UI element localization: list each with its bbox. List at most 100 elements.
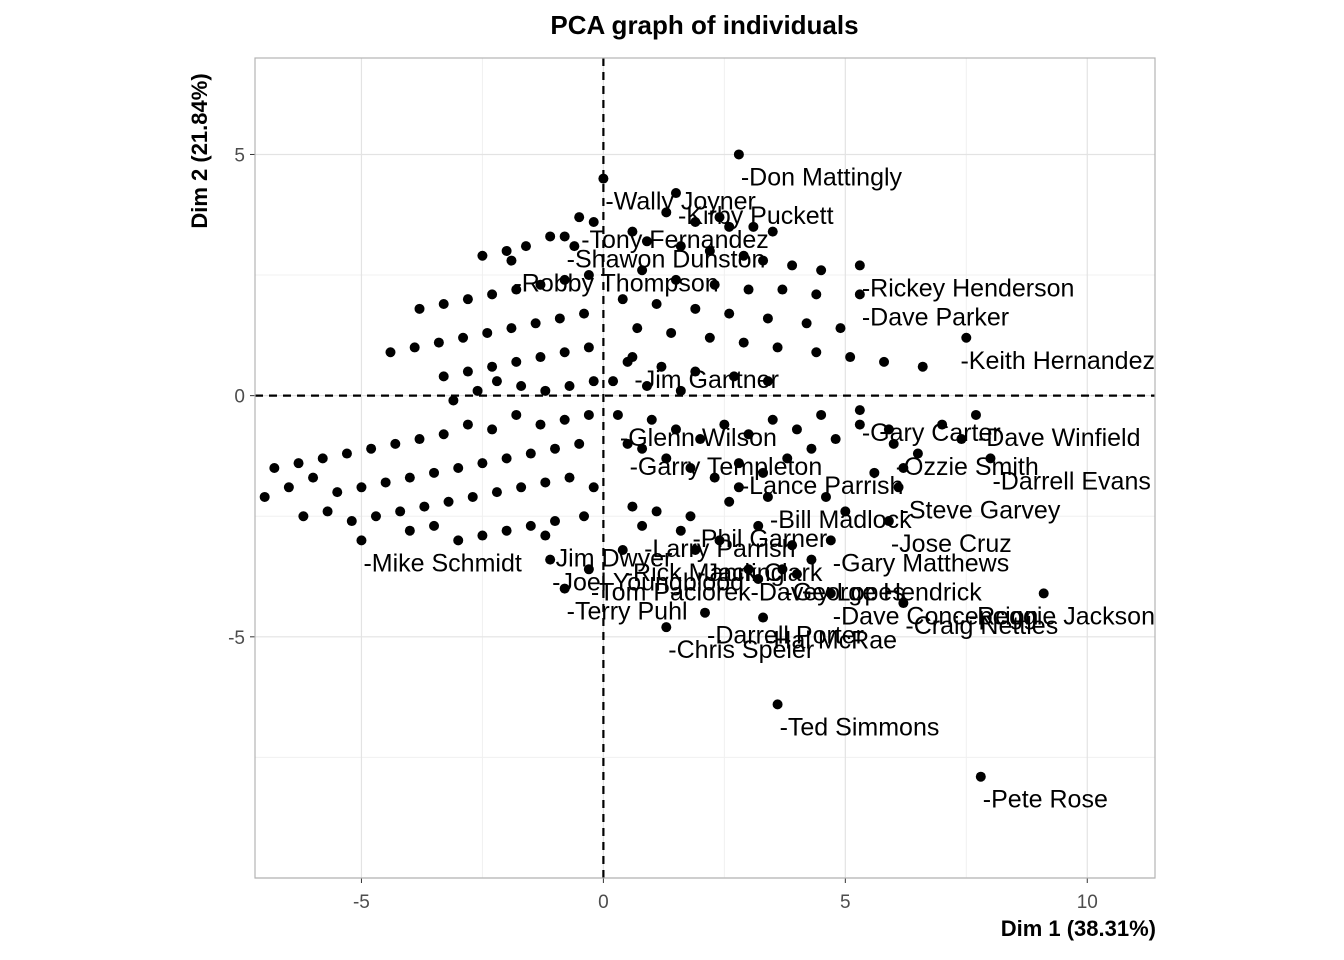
data-point [806, 443, 817, 454]
data-point [646, 414, 657, 425]
data-point [791, 424, 802, 435]
data-point [579, 511, 590, 522]
point-label: -Darrell Evans [992, 467, 1150, 495]
data-point [970, 409, 981, 420]
data-point [733, 482, 744, 493]
data-point [612, 409, 623, 420]
data-point [917, 361, 928, 372]
point-label: -Jim Dwyer [547, 545, 672, 573]
data-point [627, 501, 638, 512]
data-point [259, 491, 270, 502]
point-label: -Chris Speier [668, 636, 814, 664]
data-point [816, 265, 827, 276]
data-point [835, 323, 846, 334]
point-label: -Pete Rose [983, 786, 1108, 814]
point-label: -Gary Matthews [833, 549, 1009, 577]
data-point [366, 443, 377, 454]
data-point [985, 453, 996, 464]
data-point [704, 332, 715, 343]
data-point [583, 342, 594, 353]
data-point [341, 448, 352, 459]
data-point [598, 173, 609, 184]
data-point [404, 472, 415, 483]
data-point [298, 511, 309, 522]
data-point [487, 424, 498, 435]
data-point [438, 429, 449, 440]
data-point [690, 217, 701, 227]
data-point [429, 467, 440, 478]
data-point [869, 467, 880, 478]
data-point [438, 371, 449, 382]
point-label: -Keith Hernandez [960, 347, 1155, 375]
axis-ticks: -5 0 5 10 5 0 -5 [228, 145, 1098, 913]
data-point [419, 501, 430, 512]
data-point [738, 250, 749, 261]
data-point [912, 448, 923, 459]
data-point [670, 424, 681, 435]
chart-title: PCA graph of individuals [550, 10, 859, 40]
data-point [535, 279, 546, 290]
data-point [772, 342, 783, 353]
point-label: -Rickey Henderson [862, 274, 1075, 302]
data-point [685, 511, 696, 522]
data-point [414, 303, 425, 314]
data-point [777, 284, 788, 295]
data-point [550, 443, 560, 454]
point-label: -Ozzie Smith [896, 453, 1039, 481]
data-point [961, 332, 972, 343]
data-point [491, 376, 502, 387]
data-point [661, 207, 672, 218]
data-point [491, 487, 502, 498]
point-label: -Reggie Jackson [969, 602, 1155, 630]
data-point [293, 458, 304, 469]
data-point [724, 308, 735, 319]
data-point [385, 347, 396, 358]
data-point [627, 352, 638, 363]
data-point [332, 487, 343, 498]
data-point [762, 313, 773, 324]
point-label: -Jim Gantner [634, 366, 778, 394]
data-point [825, 535, 836, 546]
data-point [661, 622, 672, 633]
data-point [559, 231, 570, 242]
data-point [724, 221, 735, 232]
point-label: -Tom Paciorek [591, 578, 751, 606]
point-label: -Dave Parker [862, 303, 1009, 331]
point-label: -Wally Joyner [605, 188, 756, 216]
data-point [675, 241, 686, 252]
data-point [579, 308, 590, 319]
data-point [738, 337, 749, 348]
point-label: -Lance Parrish [741, 472, 904, 500]
point-label: -Mike Schmidt [363, 549, 521, 577]
data-point [453, 535, 464, 546]
plot-panel-border [254, 57, 1156, 879]
data-point [767, 414, 778, 425]
data-point [733, 458, 744, 469]
data-point [540, 477, 551, 488]
data-point [854, 419, 865, 430]
data-point [787, 540, 798, 551]
data-point [516, 482, 527, 493]
point-label: -Bill Madlock [770, 506, 912, 534]
data-point [637, 520, 648, 531]
data-point [583, 409, 594, 420]
data-point [762, 376, 773, 387]
data-point [690, 366, 701, 377]
data-point [429, 520, 440, 531]
data-point [583, 564, 594, 575]
data-point [540, 530, 551, 541]
point-label: -Ted Simmons [780, 713, 940, 741]
data-point [462, 294, 473, 305]
y-tick-label: -5 [228, 628, 245, 649]
data-point [801, 318, 812, 329]
data-point [719, 419, 730, 430]
data-point [820, 491, 831, 502]
data-point [617, 545, 628, 555]
data-point [898, 598, 909, 609]
point-label: -Robby Thompson [513, 270, 718, 298]
point-label: -Rick Manning [625, 559, 785, 587]
point-label: -Dave Concepcion [833, 602, 1039, 630]
data-point [564, 472, 575, 483]
point-label: -Steve Garvey [901, 496, 1061, 524]
data-point [414, 434, 425, 445]
